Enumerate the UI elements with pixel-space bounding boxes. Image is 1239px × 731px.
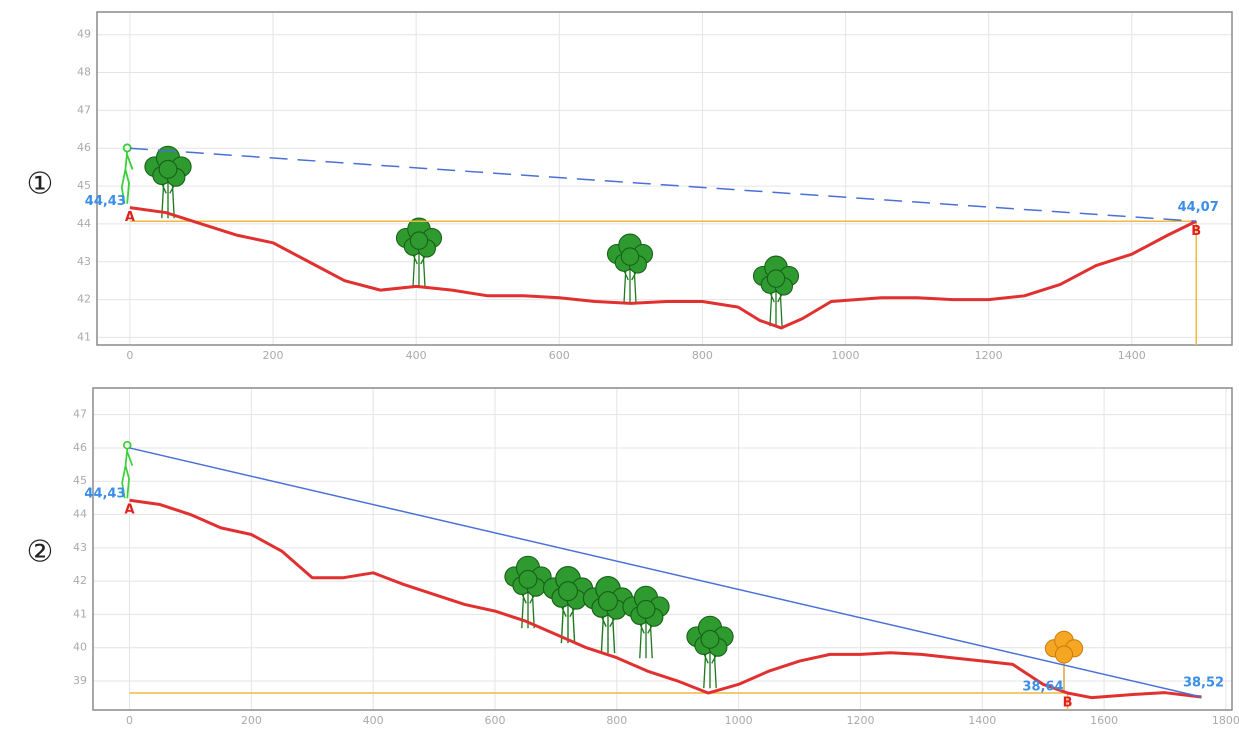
x-tick-label: 800 — [606, 714, 627, 727]
y-tick-label: 46 — [73, 441, 87, 454]
tree-icon — [145, 146, 191, 218]
x-tick-label: 400 — [406, 349, 427, 362]
x-tick-label: 1000 — [832, 349, 860, 362]
annotation: A — [125, 210, 135, 225]
y-tick-label: 47 — [77, 103, 91, 116]
annotation: 44,43 — [84, 487, 125, 502]
decoration — [122, 144, 1083, 693]
tree-icon — [753, 256, 798, 326]
x-tick-label: 200 — [263, 349, 284, 362]
x-tick-label: 200 — [241, 714, 262, 727]
x-tick-label: 0 — [126, 714, 133, 727]
y-tick-label: 45 — [73, 474, 87, 487]
x-tick-label: 1600 — [1090, 714, 1118, 727]
annotation: B — [1191, 224, 1201, 239]
annotation: 38,64 — [1022, 680, 1063, 695]
annotation: 38,52 — [1183, 676, 1224, 691]
x-tick-label: 800 — [692, 349, 713, 362]
chart-marker: ② — [27, 535, 54, 570]
y-tick-label: 45 — [77, 179, 91, 192]
y-tick-label: 46 — [77, 141, 91, 154]
chart: ①414243444546474849020040060080010001200… — [0, 0, 1239, 731]
plot-frame — [97, 12, 1232, 345]
y-tick-label: 47 — [73, 408, 87, 421]
y-tick-label: 40 — [73, 641, 87, 654]
y-tick-label: 41 — [77, 330, 91, 343]
annotation: 44,43 — [85, 194, 126, 209]
x-tick-label: 600 — [485, 714, 506, 727]
y-tick-label: 42 — [77, 293, 91, 306]
tree-icon — [687, 616, 733, 688]
x-tick-label: 1800 — [1212, 714, 1239, 727]
annotation: A — [125, 503, 135, 518]
series-line — [130, 148, 1196, 221]
y-tick-label: 41 — [73, 607, 87, 620]
series-line — [130, 208, 1196, 328]
y-tick-label: 49 — [77, 28, 91, 41]
x-tick-label: 1000 — [725, 714, 753, 727]
x-tick-label: 1400 — [1118, 349, 1146, 362]
x-tick-label: 1200 — [975, 349, 1003, 362]
series-line — [130, 448, 1202, 697]
x-tick-label: 0 — [126, 349, 133, 362]
y-tick-label: 48 — [77, 66, 91, 79]
y-tick-label: 43 — [77, 255, 91, 268]
x-tick-label: 1400 — [968, 714, 996, 727]
y-tick-label: 43 — [73, 541, 87, 554]
y-tick-label: 39 — [73, 674, 87, 687]
x-tick-label: 600 — [549, 349, 570, 362]
y-tick-label: 44 — [77, 217, 91, 230]
tree-icon — [607, 234, 652, 304]
annotation: B — [1063, 696, 1073, 711]
y-tick-label: 42 — [73, 574, 87, 587]
tree-icon — [396, 218, 441, 288]
x-tick-label: 1200 — [846, 714, 874, 727]
chart-marker: ① — [27, 167, 54, 202]
y-tick-label: 44 — [73, 508, 87, 521]
annotation: 44,07 — [1178, 200, 1219, 215]
x-tick-label: 400 — [363, 714, 384, 727]
